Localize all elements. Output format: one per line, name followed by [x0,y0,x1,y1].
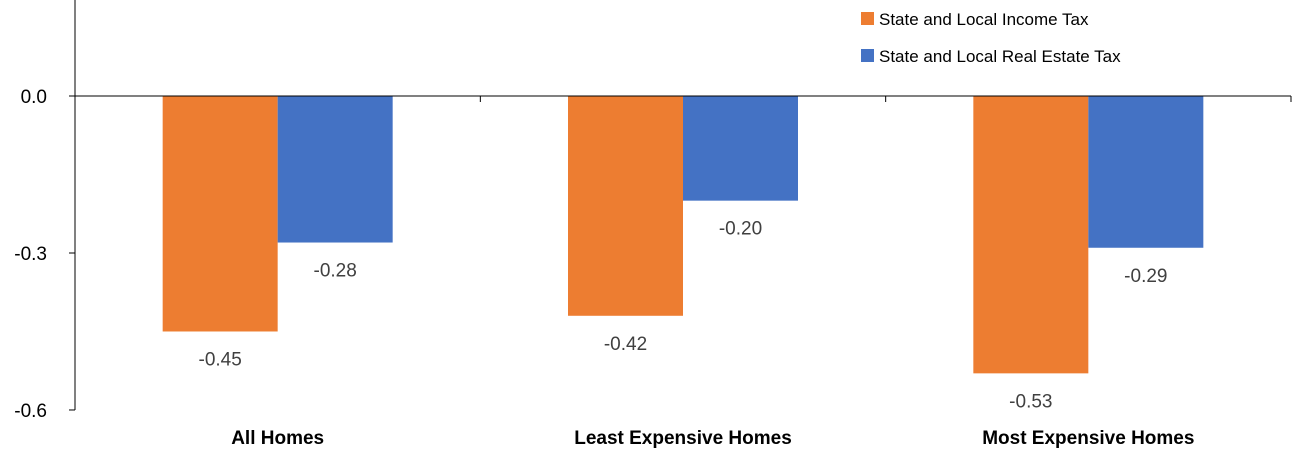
data-label: -0.53 [1009,391,1052,412]
category-label: Most Expensive Homes [982,428,1194,449]
x-axis [74,95,1292,102]
y-tick-label: 0.0 [21,87,47,108]
category-label: Least Expensive Homes [574,428,792,449]
bar-income-tax [162,96,278,332]
legend: State and Local Income Tax State and Loca… [861,10,1121,66]
bar-income-tax [973,96,1089,374]
y-tick-label: -0.6 [14,401,47,422]
legend-swatch [861,12,874,25]
data-label: -0.45 [199,349,242,370]
bar-real-estate-tax [683,96,798,201]
legend-label: State and Local Income Tax [879,10,1089,29]
bar-real-estate-tax [277,96,393,243]
bars-layer [162,96,1204,374]
data-labels-layer: -0.45 -0.28 -0.42 -0.20 -0.53 -0.29 [199,219,1168,413]
bar-real-estate-tax [1088,96,1204,248]
legend-label: State and Local Real Estate Tax [879,47,1121,66]
y-tick-label: -0.3 [14,244,47,265]
category-label: All Homes [231,428,324,449]
data-label: -0.42 [604,334,647,355]
bar-income-tax [568,96,683,316]
data-label: -0.29 [1124,266,1167,287]
legend-swatch [861,49,874,62]
data-label: -0.20 [719,219,762,240]
data-label: -0.28 [314,261,357,282]
category-labels-layer: All Homes Least Expensive Homes Most Expen… [231,428,1194,449]
y-axis: 0.0 -0.3 -0.6 [14,0,76,422]
